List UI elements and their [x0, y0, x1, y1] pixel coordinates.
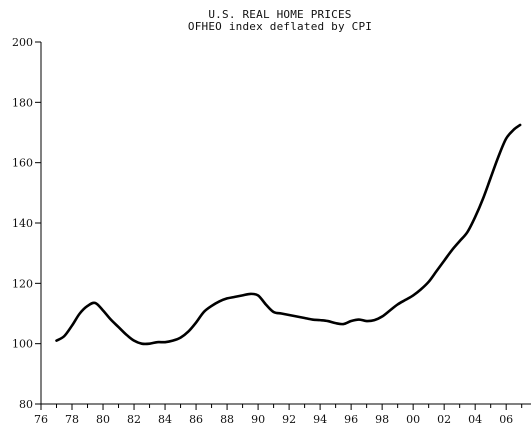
y-tick-label: 200 [12, 36, 33, 49]
y-tick-label: 160 [12, 157, 33, 170]
series-line-0 [55, 123, 522, 346]
y-tick-label: 140 [12, 217, 33, 230]
x-tick-label: 06 [499, 413, 513, 426]
y-tick-label: 80 [19, 398, 33, 411]
y-tick-label: 120 [12, 277, 33, 290]
x-tick-label: 86 [189, 413, 203, 426]
x-tick-label: 04 [468, 413, 482, 426]
x-tick-label: 96 [344, 413, 358, 426]
x-tick-label: 02 [437, 413, 451, 426]
x-tick-label: 00 [406, 413, 420, 426]
x-tick-label: 82 [127, 413, 141, 426]
x-tick-label: 90 [251, 413, 265, 426]
x-tick-label: 78 [65, 413, 79, 426]
chart-title: U.S. REAL HOME PRICES [208, 8, 352, 21]
chart-subtitle: OFHEO index deflated by CPI [187, 20, 373, 33]
x-tick-label: 98 [375, 413, 389, 426]
y-tick-label: 100 [12, 338, 33, 351]
x-tick-label: 84 [158, 413, 172, 426]
x-tick-label: 80 [96, 413, 110, 426]
x-tick-label: 94 [313, 413, 327, 426]
x-tick-label: 76 [34, 413, 48, 426]
x-tick-label: 92 [282, 413, 296, 426]
y-tick-label: 180 [12, 96, 33, 109]
x-tick-label: 88 [220, 413, 234, 426]
